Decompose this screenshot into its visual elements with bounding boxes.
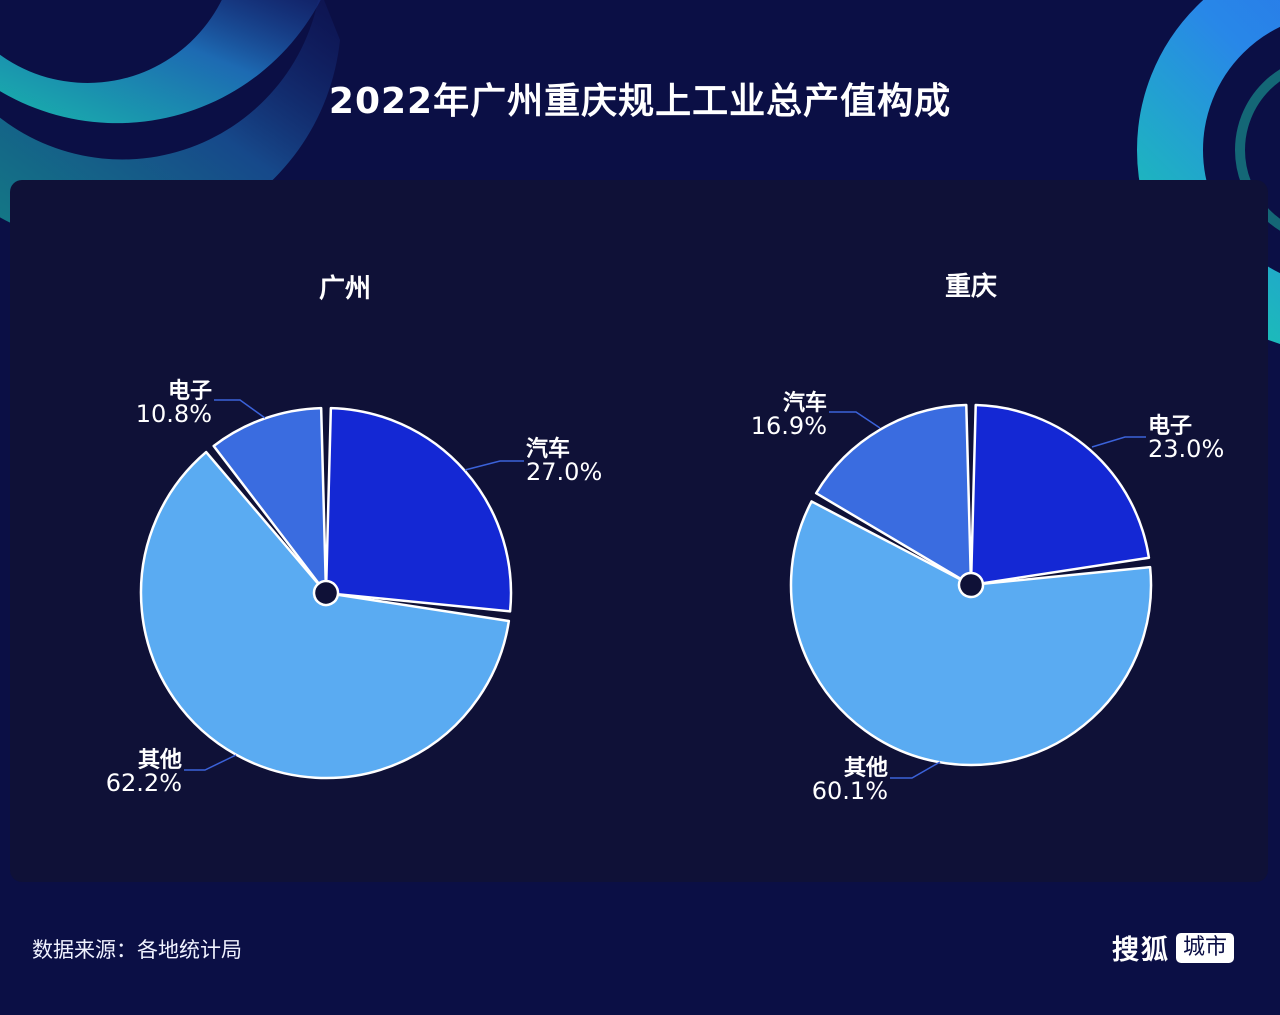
slice-label-1-汽车: 汽车 <box>783 390 827 416</box>
leader-line-0-其他 <box>184 754 237 771</box>
leader-line-0-汽车 <box>464 460 524 471</box>
slice-label-0-电子: 电子 <box>168 379 212 404</box>
slice-value-1-电子: 23.0% <box>1148 435 1224 463</box>
leader-line-1-电子 <box>1091 436 1146 448</box>
slice-value-0-电子: 10.8% <box>136 400 212 428</box>
slice-value-0-其他: 62.2% <box>106 769 182 797</box>
slice-value-0-汽车: 27.0% <box>526 458 602 486</box>
pie-slice-1-电子 <box>970 403 1151 585</box>
slice-value-1-汽车: 16.9% <box>751 412 827 440</box>
page-title: 2022年广州重庆规上工业总产值构成 <box>328 81 952 122</box>
top-right-ring-inner <box>1235 69 1280 231</box>
pie-slice-0-其他 <box>139 450 511 780</box>
pie-slice-0-电子 <box>212 406 327 585</box>
brand-logo: 搜狐 城市 <box>1112 928 1235 967</box>
pie-slice-1-其他 <box>789 500 1153 767</box>
leader-line-1-汽车 <box>829 411 881 429</box>
top-left-arc <box>0 0 321 124</box>
slice-label-1-电子: 电子 <box>1148 414 1192 439</box>
pie-slice-0-汽车 <box>325 406 513 613</box>
slice-label-0-汽车: 汽车 <box>526 436 570 462</box>
top-right-ring <box>1137 0 1280 344</box>
pie-slice-1-汽车 <box>814 403 972 581</box>
data-source: 数据来源：各地统计局 <box>32 938 242 962</box>
chart-title-guangzhou: 广州 <box>318 274 371 304</box>
slice-value-1-其他: 60.1% <box>812 777 888 805</box>
slice-label-0-其他: 其他 <box>138 748 182 773</box>
leader-line-0-电子 <box>214 399 266 419</box>
chart-title-chongqing: 重庆 <box>944 272 997 302</box>
brand-name: 搜狐 <box>1112 935 1170 966</box>
brand-tag: 城市 <box>1176 932 1235 963</box>
leader-line-1-其他 <box>890 761 941 779</box>
slice-label-1-其他: 其他 <box>844 756 888 781</box>
